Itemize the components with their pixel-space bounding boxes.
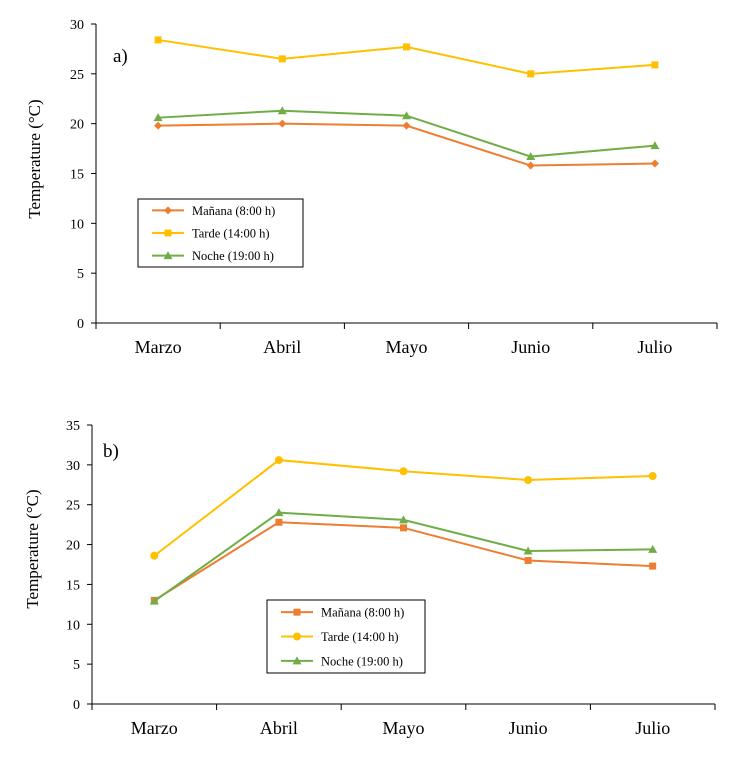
y-tick-label: 0 [73,698,80,713]
chart-panel-a: Temperature (°C) a) 0 5 10 15 20 25 30 Marzo Abr… [25,18,718,357]
data-point [650,159,659,168]
y-axis-label: Temperature (°C) [23,489,42,608]
y-tick-label: 5 [77,267,84,282]
series-line [158,122,655,167]
data-point [274,508,284,517]
x-tick-label: Julio [637,337,672,357]
data-point [524,476,533,485]
data-point [274,456,283,465]
x-tick-label: Junio [511,337,550,357]
series-2 [150,456,657,560]
data-point [275,518,283,526]
legend: Mañana (8:00 h) Tarde (14:00 h) Noche (19:… [137,198,304,268]
data-point [399,467,408,476]
y-axis-label: Temperature (°C) [25,99,44,218]
series-1 [150,518,657,604]
data-point [153,113,163,122]
y-tick-label: 30 [70,18,84,33]
data-point [402,111,411,120]
y-tick-label: 25 [66,499,80,514]
data-point [648,472,657,481]
legend-marker [293,608,301,616]
legend-marker [164,206,172,215]
legend-entry: Mañana (8:00 h) [152,204,275,218]
y-tick-label: 30 [66,459,80,474]
legend: Mañana (8:00 h) Tarde (14:00 h) Noche (19:… [266,599,426,674]
panel-label: b) [103,441,119,462]
legend-label: Tarde (14:00 h) [192,227,270,241]
y-tick-label: 10 [70,217,84,232]
series-1 [154,119,659,170]
legend-marker [163,251,173,260]
y-tick-label: 25 [70,68,84,83]
data-point [154,121,163,130]
x-tick-label: Marzo [135,337,182,357]
legend-entry: Noche (19:00 h) [152,249,274,263]
data-point [150,551,159,560]
chart-panel-b: Temperature (°C) b) 0 5 10 15 20 25 30 35 Marzo A… [23,419,716,738]
legend-label: Mañana (8:00 h) [192,204,275,218]
data-point [649,562,657,570]
data-point [651,61,659,69]
legend-label: Noche (19:00 h) [192,249,274,263]
legend-label: Tarde (14:00 h) [321,630,399,644]
x-tick-label: Mayo [383,718,425,738]
legend-marker [292,656,302,665]
data-point [278,55,286,63]
y-tick-label: 20 [70,118,84,133]
x-tick-label: Julio [635,718,670,738]
y-tick-label: 0 [77,317,84,332]
x-tick-label: Marzo [131,718,178,738]
data-point [278,119,287,128]
series-3 [149,508,658,605]
data-point [650,141,660,150]
data-point [154,36,162,44]
data-point [149,596,159,605]
x-tick-label: Abril [260,718,298,738]
series-3 [153,106,660,161]
x-tick-label: Mayo [386,337,428,357]
series-line [153,521,653,602]
data-point [526,152,536,161]
y-tick-label: 35 [66,419,80,434]
y-tick-label: 20 [66,539,80,554]
legend-entry: Tarde (14:00 h) [152,227,270,241]
legend-entry: Noche (19:00 h) [281,654,403,668]
legend-marker [293,632,301,641]
y-tick-label: 15 [70,168,84,183]
data-point [402,121,411,130]
x-tick-label: Abril [263,337,301,357]
legend-entry: Tarde (14:00 h) [281,630,399,644]
x-tick-label: Junio [509,718,548,738]
data-point [399,515,408,524]
data-point [648,544,658,553]
y-tick-label: 15 [66,578,80,593]
y-tick-label: 10 [66,618,80,633]
legend-entry: Mañana (8:00 h) [281,606,404,620]
data-point [526,161,535,170]
legend-marker [164,229,172,237]
legend-label: Mañana (8:00 h) [321,606,404,620]
data-point [527,70,535,78]
data-point [400,524,407,532]
y-tick-label: 5 [73,658,80,673]
data-point [277,106,287,115]
panel-label: a) [113,46,128,67]
data-point [524,557,532,565]
data-point [523,546,533,555]
data-point [403,43,410,51]
series-2 [154,36,659,78]
legend-label: Noche (19:00 h) [321,654,403,668]
